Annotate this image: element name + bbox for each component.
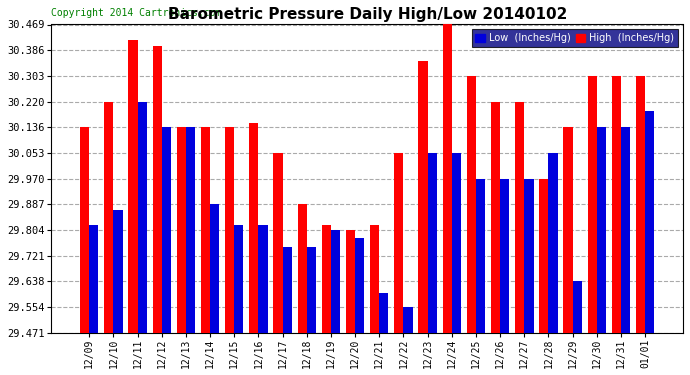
Bar [394, 153, 404, 333]
Bar [113, 210, 123, 333]
Bar [80, 128, 89, 333]
Bar [283, 247, 292, 333]
Bar [249, 123, 259, 333]
Bar [515, 102, 524, 333]
Bar [476, 179, 485, 333]
Bar [404, 308, 413, 333]
Bar [428, 153, 437, 333]
Bar [612, 76, 621, 333]
Bar [491, 102, 500, 333]
Bar [621, 128, 630, 333]
Bar [177, 128, 186, 333]
Bar [225, 128, 235, 333]
Bar [549, 153, 558, 333]
Bar [186, 128, 195, 333]
Bar [307, 247, 316, 333]
Bar [355, 238, 364, 333]
Bar [201, 128, 210, 333]
Bar [370, 225, 380, 333]
Bar [161, 128, 171, 333]
Bar [104, 102, 113, 333]
Bar [346, 230, 355, 333]
Bar [597, 128, 606, 333]
Bar [322, 225, 331, 333]
Bar [89, 225, 99, 333]
Bar [259, 225, 268, 333]
Legend: Low  (Inches/Hg), High  (Inches/Hg): Low (Inches/Hg), High (Inches/Hg) [471, 29, 678, 47]
Bar [210, 204, 219, 333]
Bar [645, 111, 654, 333]
Bar [500, 179, 509, 333]
Bar [297, 204, 307, 333]
Title: Barometric Pressure Daily High/Low 20140102: Barometric Pressure Daily High/Low 20140… [168, 7, 567, 22]
Bar [442, 24, 452, 333]
Bar [418, 61, 428, 333]
Bar [235, 225, 244, 333]
Bar [573, 282, 582, 333]
Bar [524, 179, 533, 333]
Bar [273, 153, 283, 333]
Bar [128, 40, 137, 333]
Bar [636, 76, 645, 333]
Bar [467, 76, 476, 333]
Bar [564, 128, 573, 333]
Bar [137, 102, 147, 333]
Bar [331, 230, 340, 333]
Text: Copyright 2014 Cartronics.com: Copyright 2014 Cartronics.com [51, 8, 221, 18]
Bar [588, 76, 597, 333]
Bar [380, 293, 388, 333]
Bar [540, 179, 549, 333]
Bar [452, 153, 461, 333]
Bar [152, 46, 161, 333]
